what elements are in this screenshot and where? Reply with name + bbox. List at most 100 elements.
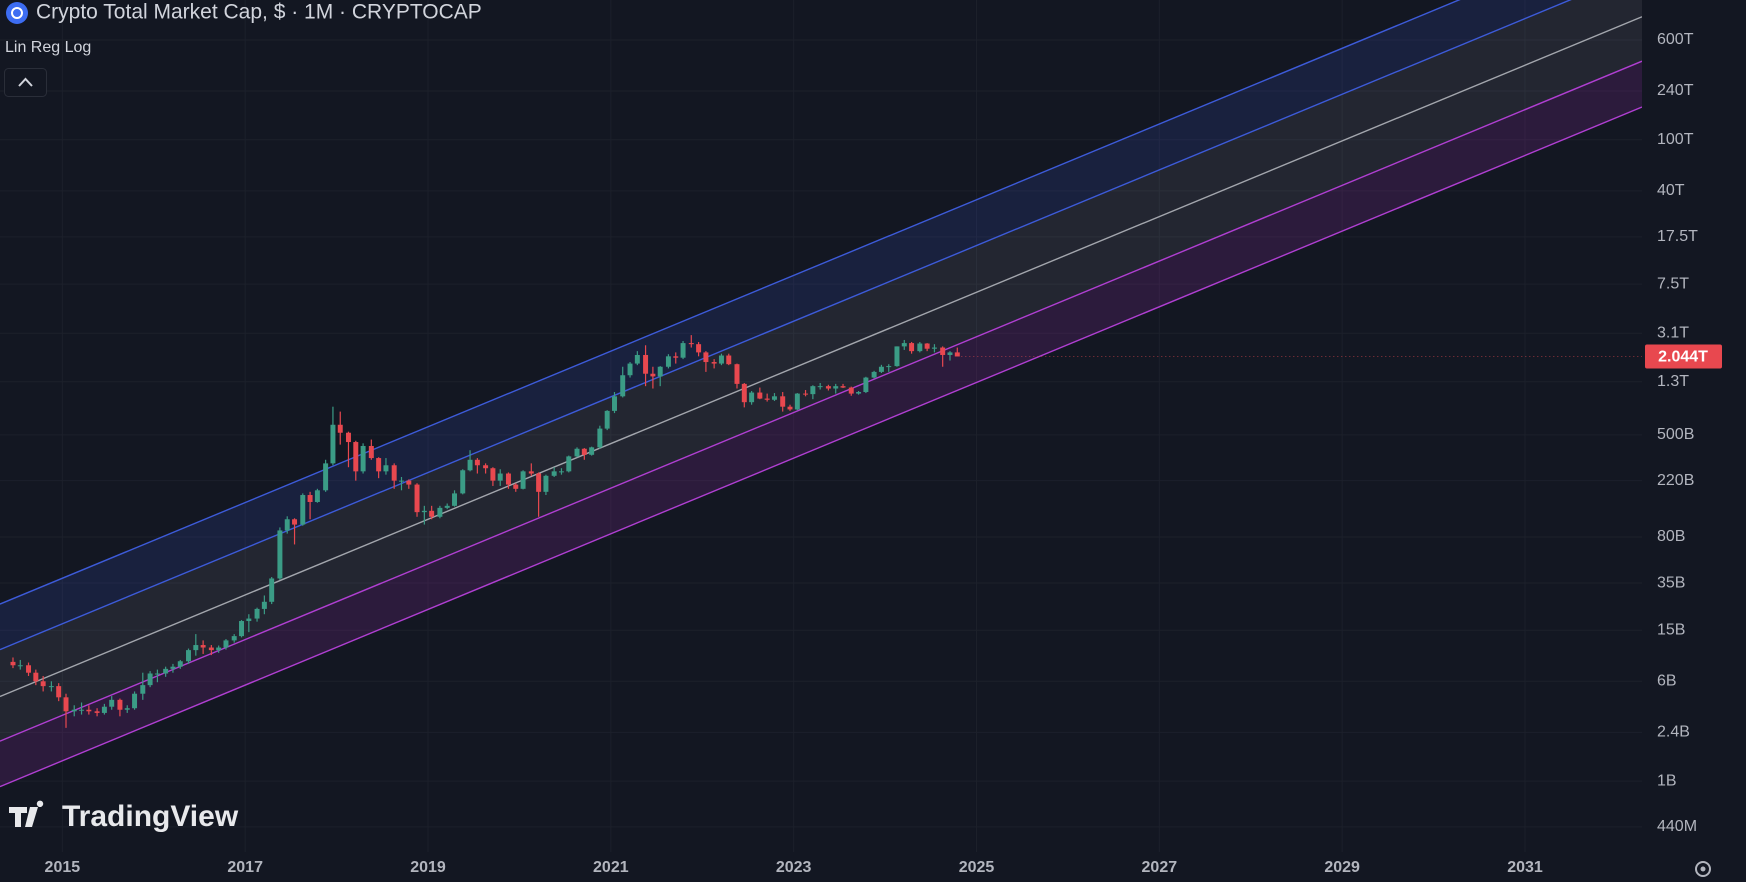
- candle-body: [345, 432, 351, 443]
- candle-body: [269, 578, 275, 602]
- candle-body: [216, 647, 222, 651]
- candle-body: [323, 463, 329, 491]
- candle-body: [94, 711, 100, 713]
- x-tick-label: 2027: [1142, 859, 1178, 876]
- y-tick-label: 600T: [1657, 31, 1694, 48]
- y-tick-label: 1.3T: [1657, 373, 1689, 390]
- regression-channel: [0, 0, 1642, 788]
- channel-line: [0, 0, 1461, 605]
- y-tick-label: 7.5T: [1657, 275, 1689, 292]
- candle-body: [154, 673, 160, 675]
- candle-body: [604, 410, 610, 429]
- candle-body: [474, 459, 480, 466]
- candle-body: [543, 475, 549, 492]
- candle-body: [208, 647, 214, 651]
- candle-body: [803, 393, 809, 395]
- y-tick-label: 80B: [1657, 528, 1685, 545]
- channel-fill: [0, 0, 1642, 697]
- candle-body: [239, 621, 245, 637]
- y-tick-label: 100T: [1657, 131, 1694, 148]
- candle-body: [124, 708, 130, 710]
- candle-body: [528, 471, 534, 474]
- candle-body: [10, 661, 16, 666]
- candle-body: [718, 355, 724, 364]
- candle-body: [931, 347, 937, 349]
- candle-body: [901, 343, 907, 347]
- settings-icon[interactable]: [1695, 861, 1711, 877]
- candle-body: [917, 343, 923, 352]
- y-tick-label: 35B: [1657, 574, 1685, 591]
- candle-body: [863, 377, 869, 393]
- candle-body: [429, 510, 435, 517]
- candle-body: [193, 645, 199, 651]
- candle-body: [558, 471, 564, 473]
- candle-body: [711, 362, 717, 364]
- candle-body: [581, 448, 587, 455]
- candle-body: [109, 699, 115, 707]
- candle-body: [140, 685, 146, 694]
- y-tick-label: 220B: [1657, 472, 1694, 489]
- y-tick-label: 2.4B: [1657, 724, 1690, 741]
- candle-body: [688, 343, 694, 345]
- last-price-label: 2.044T: [1658, 349, 1708, 366]
- y-tick-label: 240T: [1657, 82, 1694, 99]
- candle-body: [505, 473, 511, 485]
- candle-body: [360, 445, 366, 472]
- settings-icon-center: [1700, 866, 1706, 872]
- candle-body: [650, 373, 656, 377]
- channel-line: [0, 0, 1572, 651]
- candle-body: [147, 673, 153, 686]
- candle-body: [673, 356, 679, 358]
- candle-body: [40, 681, 46, 687]
- candle-body: [292, 519, 298, 525]
- candle-body: [886, 366, 892, 368]
- symbol-icon: [6, 2, 28, 24]
- candle-body: [460, 470, 466, 494]
- candle-body: [368, 445, 374, 459]
- candle-body: [749, 392, 755, 403]
- candle-body: [284, 519, 290, 531]
- candle-body: [132, 693, 138, 709]
- candle-body: [643, 354, 649, 374]
- candle-body: [391, 465, 397, 481]
- candle-body: [383, 465, 389, 472]
- candle-body: [170, 666, 176, 669]
- candle-body: [771, 396, 777, 400]
- candle-body: [909, 343, 915, 352]
- x-tick-label: 2019: [410, 859, 446, 876]
- candle-body: [696, 344, 702, 353]
- candle-body: [817, 386, 823, 388]
- candle-body: [79, 709, 85, 711]
- candle-body: [307, 495, 313, 502]
- candle-body: [399, 480, 404, 482]
- channel-line: [0, 60, 1642, 742]
- candle-body: [414, 484, 420, 513]
- candle-body: [261, 601, 267, 609]
- candle-body: [574, 448, 580, 457]
- candle-body: [627, 363, 633, 376]
- collapse-button[interactable]: [4, 68, 47, 97]
- last-price-tag: [1645, 344, 1722, 369]
- brand-name: TradingView: [62, 800, 239, 833]
- candle-body: [353, 442, 359, 472]
- candle-body: [48, 686, 54, 688]
- y-tick-label: 1B: [1657, 772, 1677, 789]
- candle-body: [223, 640, 229, 648]
- y-tick-label: 6B: [1657, 673, 1677, 690]
- indicator-label: Lin Reg Log: [5, 39, 91, 56]
- candle-body: [497, 473, 503, 481]
- candle-body: [17, 665, 23, 667]
- candle-body: [894, 346, 900, 367]
- x-tick-label: 2031: [1507, 859, 1543, 876]
- candle-body: [483, 465, 489, 469]
- candle-body: [490, 468, 496, 481]
- candle-body: [101, 706, 107, 713]
- candle-body: [878, 366, 884, 372]
- candle-body: [467, 459, 473, 471]
- candle-body: [597, 428, 603, 448]
- candle-body: [787, 406, 793, 410]
- candle-body: [520, 471, 526, 489]
- candle-body: [71, 709, 77, 712]
